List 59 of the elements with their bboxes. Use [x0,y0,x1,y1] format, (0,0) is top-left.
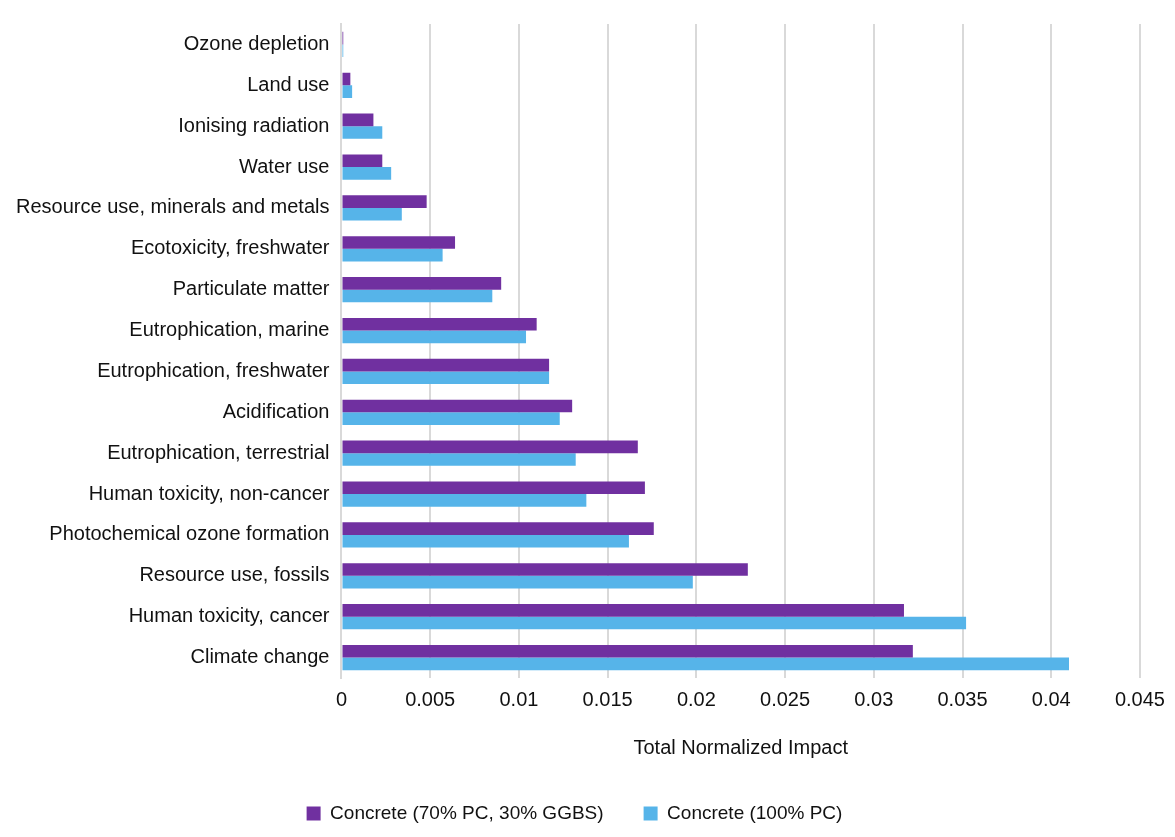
bar [342,481,645,495]
y-tick-label: Photochemical ozone formation [49,522,330,545]
x-tick-label: 0.045 [1114,687,1166,710]
bar [342,72,351,86]
x-tick-label: 0.025 [760,687,811,710]
y-tick-label: Eutrophication, terrestrial [107,440,330,463]
bar [342,412,560,425]
bar [342,207,402,221]
y-tick-label: Eutrophication, freshwater [97,358,330,381]
y-tick-label: Ionising radiation [178,113,330,136]
bar [342,657,1069,671]
bar [342,289,493,303]
x-tick-label: 0.005 [405,687,456,710]
y-tick-label: Human toxicity, non-cancer [88,481,330,504]
bar [342,330,527,344]
y-tick-label: Water use [239,154,330,177]
y-tick-label: Land use [247,72,330,95]
bar [342,317,537,331]
bar [342,277,502,290]
bar [342,440,638,454]
y-tick-label: Human toxicity, cancer [128,604,330,627]
x-tick-label: 0.035 [937,687,988,710]
x-axis-title: Total Normalized Impact [633,735,849,758]
bar [342,616,967,630]
x-tick-label: 0 [335,687,348,710]
x-tick-label: 0.04 [1031,687,1071,710]
x-tick-label: 0.01 [499,687,539,710]
bar [342,494,587,507]
bar [342,154,383,168]
bar [342,167,392,180]
bar [342,195,427,208]
bar [342,126,383,139]
bar [342,644,913,658]
bar [342,563,748,576]
bar [342,522,654,535]
bar [342,453,576,466]
bar [342,358,550,372]
bar [342,575,693,589]
x-tick-label: 0.03 [854,687,894,710]
bar [342,85,353,98]
y-tick-label: Ozone depletion [183,31,330,54]
y-tick-label: Resource use, minerals and metals [15,195,330,218]
y-tick-label: Particulate matter [172,277,330,300]
x-tick-label: 0.02 [676,687,716,710]
x-tick-label: 0.015 [582,687,633,710]
legend-label: Concrete (70% PC, 30% GGBS) [330,801,604,823]
y-tick-label: Ecotoxicity, freshwater [130,236,330,259]
y-tick-label: Resource use, fossils [139,563,330,586]
legend-label: Concrete (100% PC) [667,801,843,823]
bar [342,534,629,548]
bar [342,604,904,617]
bar [342,371,550,385]
bar [342,399,573,413]
y-tick-label: Acidification [222,399,330,422]
bar [342,248,443,262]
bar [342,113,374,127]
y-tick-label: Eutrophication, marine [129,318,330,341]
bar [342,236,456,249]
y-tick-label: Climate change [190,645,330,668]
